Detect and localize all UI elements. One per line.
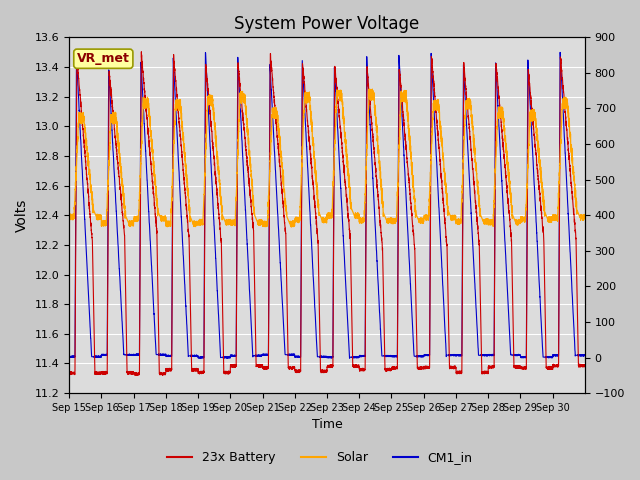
23x Battery: [380, 309, 388, 314]
23x Battery: [264, 366, 271, 372]
CM1_in: [556, 49, 564, 55]
Solar: [308, 125, 316, 131]
CM1_in: [346, 355, 353, 361]
23x Battery: [133, 372, 141, 378]
Title: System Power Voltage: System Power Voltage: [234, 15, 420, 33]
CM1_in: [65, 354, 73, 360]
CM1_in: [83, 264, 91, 269]
X-axis label: Time: Time: [312, 419, 342, 432]
Solar: [459, 171, 467, 177]
CM1_in: [264, 352, 271, 358]
Solar: [287, 224, 295, 230]
CM1_in: [581, 352, 589, 358]
Text: VR_met: VR_met: [77, 52, 130, 65]
23x Battery: [581, 364, 589, 370]
Solar: [369, 86, 376, 92]
23x Battery: [138, 49, 145, 55]
23x Battery: [83, 175, 91, 181]
CM1_in: [366, 114, 374, 120]
Line: 23x Battery: 23x Battery: [69, 52, 585, 375]
23x Battery: [459, 225, 467, 230]
Line: Solar: Solar: [69, 89, 585, 227]
Solar: [380, 211, 388, 216]
CM1_in: [459, 207, 467, 213]
Solar: [264, 220, 271, 226]
Solar: [581, 214, 589, 219]
23x Battery: [65, 370, 73, 375]
23x Battery: [366, 102, 374, 108]
Solar: [83, 151, 91, 156]
Solar: [65, 214, 73, 219]
Solar: [366, 95, 374, 100]
Legend: 23x Battery, Solar, CM1_in: 23x Battery, Solar, CM1_in: [163, 446, 477, 469]
Line: CM1_in: CM1_in: [69, 52, 585, 358]
CM1_in: [308, 241, 316, 247]
23x Battery: [308, 164, 316, 170]
Y-axis label: Volts: Volts: [15, 199, 29, 232]
CM1_in: [380, 353, 388, 359]
